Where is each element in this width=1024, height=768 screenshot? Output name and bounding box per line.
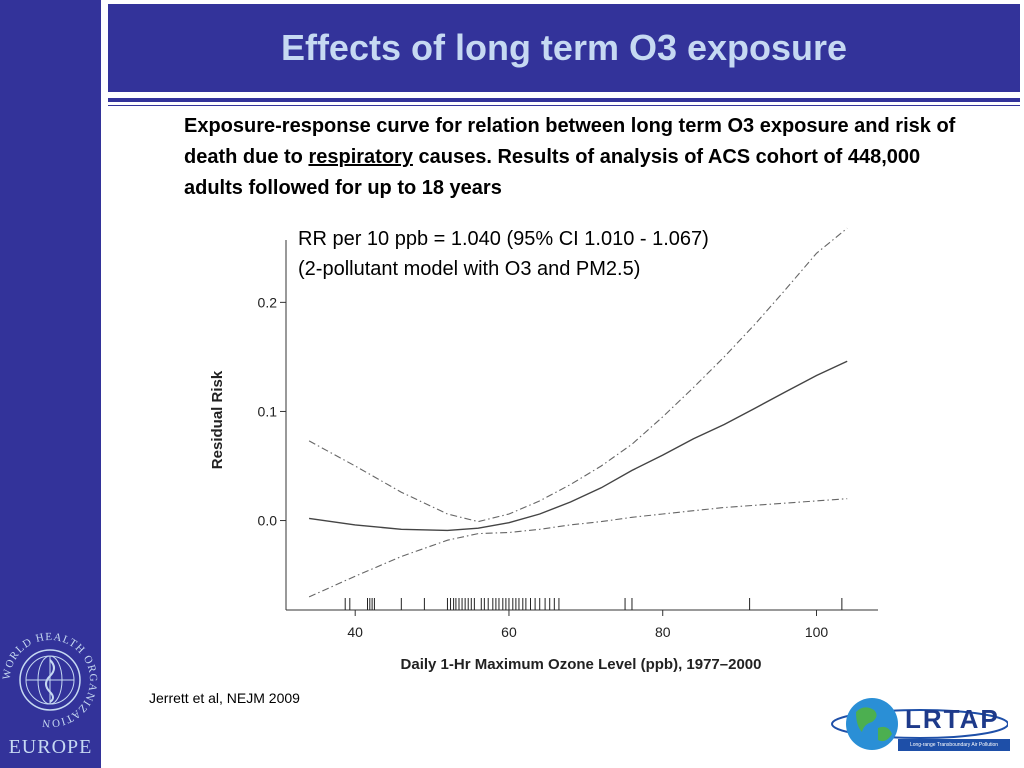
x-tick-label: 60 xyxy=(501,624,517,640)
description-text-start: Exposure-response curve for relation bet… xyxy=(184,115,956,168)
title-bar xyxy=(108,4,1020,92)
y-tick-label: 0.1 xyxy=(258,403,278,419)
lrtap-tagline: Long-range Transboundary Air Pollution xyxy=(898,739,1010,751)
who-region-label: EUROPE xyxy=(8,736,93,758)
y-axis-label: Residual Risk xyxy=(209,370,226,469)
sidebar-band xyxy=(0,0,101,768)
lower-ci-curve xyxy=(308,498,848,598)
x-tick-label: 40 xyxy=(347,624,363,640)
x-axis-label: Daily 1-Hr Maximum Ozone Level (ppb), 19… xyxy=(401,656,762,673)
who-emblem-logo: WORLD HEALTH ORGANIZATION xyxy=(1,631,98,729)
chart-rug xyxy=(344,598,843,610)
lrtap-logo xyxy=(831,698,1008,750)
rr-line-2: (2-pollutant model with O3 and PM2.5) xyxy=(298,258,641,280)
chart-axes: 0.0 0.1 0.2 40 60 80 100 xyxy=(258,240,878,640)
x-tick-label: 100 xyxy=(805,624,829,640)
chart-series xyxy=(308,227,848,598)
slide-description: Exposure-response curve for relation bet… xyxy=(184,111,984,204)
rr-line-1: RR per 10 ppb = 1.040 (95% CI 1.010 - 1.… xyxy=(298,228,709,250)
upper-ci-curve xyxy=(308,227,848,523)
title-underline-thick xyxy=(108,98,1020,102)
slide-title: Effects of long term O3 exposure xyxy=(280,27,848,68)
y-tick-label: 0.0 xyxy=(258,513,278,529)
rr-annotation: RR per 10 ppb = 1.040 (95% CI 1.010 - 1.… xyxy=(298,224,709,284)
title-underline-thin xyxy=(108,105,1020,106)
y-tick-label: 0.2 xyxy=(258,294,278,310)
description-text-end: causes. Results of analysis of ACS cohor… xyxy=(184,146,921,199)
lrtap-wordmark: LRTAP xyxy=(905,704,1000,734)
description-underlined-word: respiratory xyxy=(308,146,413,168)
x-tick-label: 80 xyxy=(655,624,671,640)
estimate-curve xyxy=(309,360,848,532)
citation: Jerrett et al, NEJM 2009 xyxy=(149,690,300,706)
sidebar-divider xyxy=(101,0,105,768)
